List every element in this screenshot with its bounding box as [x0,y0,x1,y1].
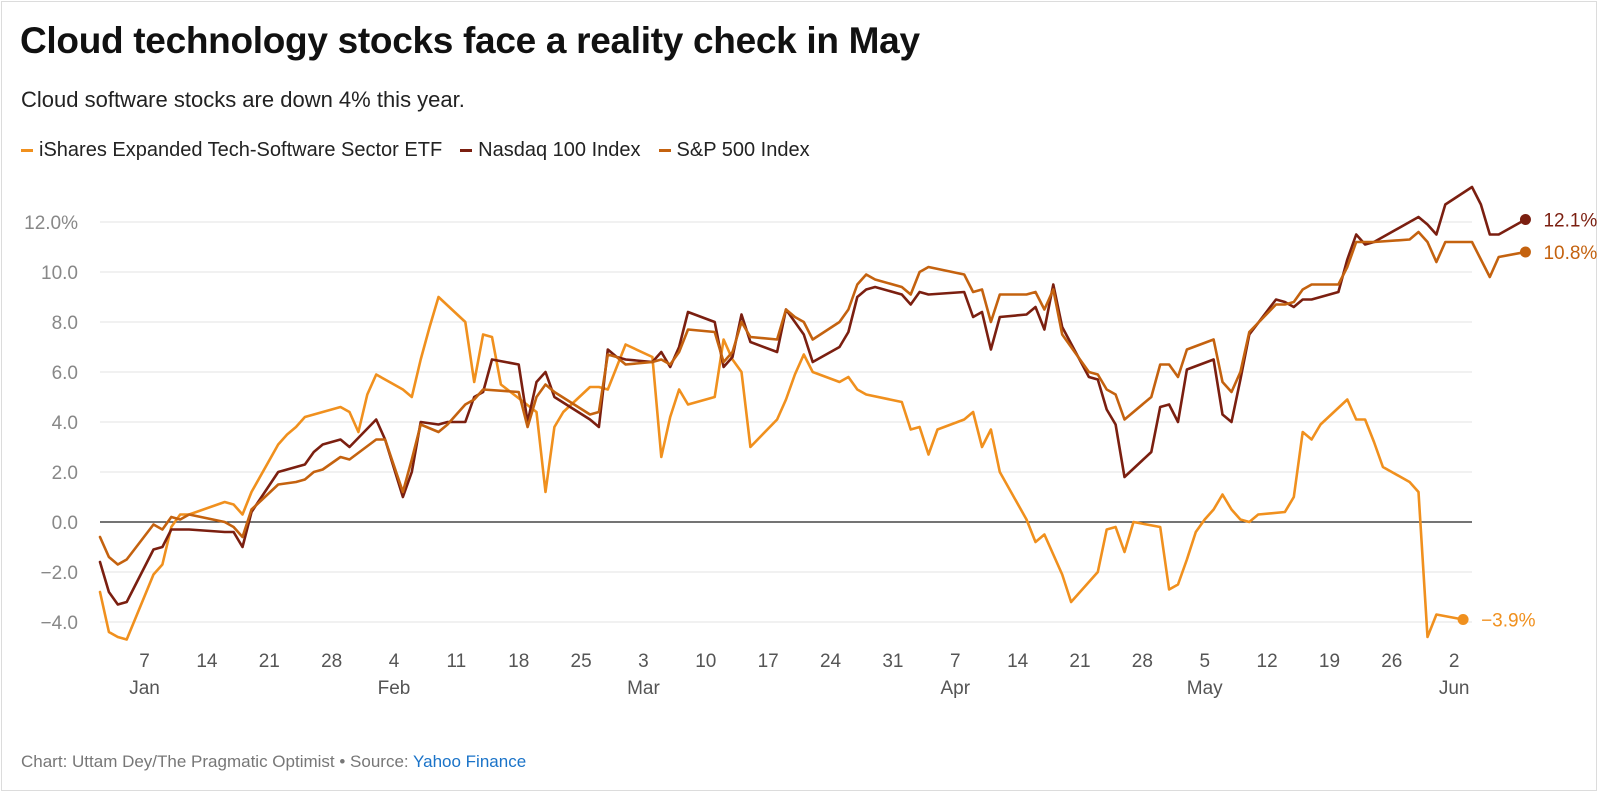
x-tick-label-15: 21 [1069,651,1090,672]
x-tick-label-19: 19 [1319,651,1340,672]
series-line-nasdaq [98,185,1527,606]
source-link[interactable]: Yahoo Finance [413,752,527,771]
end-label-nasdaq: 12.1% [1543,211,1597,232]
legend-label-sp500: S&P 500 Index [676,139,810,161]
x-tick-label-12: 31 [882,651,903,672]
x-tick-label-0: 7 [139,651,150,672]
x-tick-label-21: 2 [1449,651,1460,672]
x-month-label-21: Jun [1439,678,1470,699]
y-tick-label-8: −4.0 [40,613,78,634]
x-tick-label-7: 25 [571,651,592,672]
x-month-label-4: Feb [378,678,411,699]
x-tick-label-10: 17 [758,651,779,672]
legend-item-nasdaq: Nasdaq 100 Index [460,139,641,162]
end-point-sp500 [1519,246,1531,258]
legend: iShares Expanded Tech-Software Sector ET… [21,139,828,162]
end-point-ishares [1457,614,1469,625]
footer-credit: Chart: Uttam Dey/The Pragmatic Optimist … [21,752,414,771]
end-label-ishares: −3.9% [1481,611,1536,632]
x-tick-label-9: 10 [695,651,716,672]
y-tick-label-1: 10.0 [41,263,78,284]
y-tick-label-3: 6.0 [52,363,78,384]
x-month-label-0: Jan [129,678,160,699]
y-tick-label-5: 2.0 [52,463,78,484]
x-tick-label-3: 28 [321,651,342,672]
y-tick-label-4: 4.0 [52,413,78,434]
y-tick-label-6: 0.0 [52,513,78,534]
x-month-label-13: Apr [940,678,970,699]
end-label-sp500: 10.8% [1543,243,1597,264]
x-tick-label-18: 12 [1257,651,1278,672]
series-line-ishares [98,295,1465,641]
x-tick-label-5: 11 [446,651,466,672]
x-tick-label-8: 3 [638,651,649,672]
x-tick-label-11: 24 [820,651,842,672]
y-tick-label-2: 8.0 [52,313,78,334]
chart-title: Cloud technology stocks face a reality c… [20,20,920,61]
legend-swatch-ishares [21,149,33,152]
legend-item-ishares: iShares Expanded Tech-Software Sector ET… [21,139,442,162]
chart-subtitle: Cloud software stocks are down 4% this y… [21,87,465,112]
legend-label-ishares: iShares Expanded Tech-Software Sector ET… [39,139,443,161]
x-tick-label-17: 5 [1199,651,1210,672]
series-line-sp500 [98,230,1527,566]
legend-swatch-nasdaq [460,149,473,152]
legend-swatch-sp500 [658,149,671,152]
x-tick-label-20: 26 [1381,651,1402,672]
x-month-label-8: Mar [627,678,660,699]
x-tick-label-4: 4 [389,651,400,672]
x-tick-label-13: 7 [950,651,961,672]
x-tick-label-1: 14 [196,651,218,672]
chart-footer: Chart: Uttam Dey/The Pragmatic Optimist … [21,752,526,772]
y-tick-label-0: 12.0% [24,213,78,234]
x-tick-label-14: 14 [1007,651,1029,672]
end-point-nasdaq [1519,214,1531,225]
y-tick-label-7: −2.0 [40,563,78,584]
legend-label-nasdaq: Nasdaq 100 Index [478,139,641,161]
x-tick-label-6: 18 [508,651,529,672]
x-tick-label-16: 28 [1132,651,1153,672]
x-tick-label-2: 21 [259,651,280,672]
x-month-label-17: May [1187,678,1223,699]
legend-item-sp500: S&P 500 Index [658,139,810,162]
